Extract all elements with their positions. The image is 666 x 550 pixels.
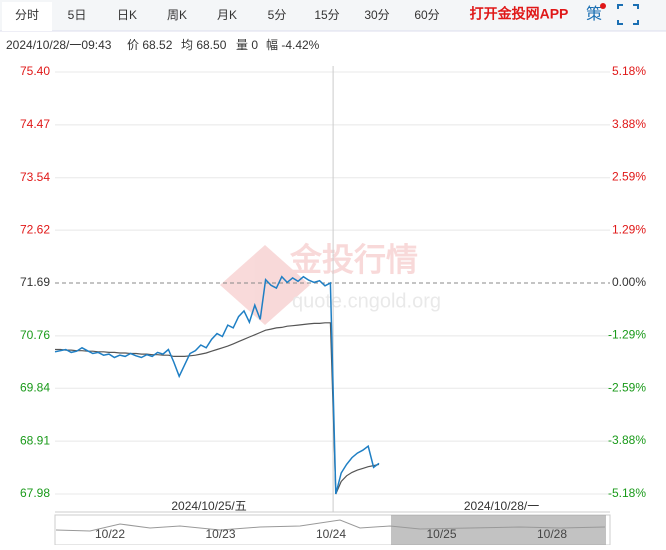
navigator-label: 10/25 — [426, 527, 456, 541]
y-tick-label: 68.91 — [20, 433, 50, 447]
y2-tick-label: -1.29% — [608, 328, 646, 342]
y2-tick-label: 5.18% — [612, 64, 646, 78]
y-tick-label: 72.62 — [20, 222, 50, 236]
tab[interactable]: 5分 — [268, 8, 287, 22]
tab[interactable]: 5日 — [68, 8, 87, 22]
watermark-brand: 金投行情 — [289, 241, 418, 277]
tab[interactable]: 日K — [117, 8, 137, 22]
watermark-site: quote.cngold.org — [292, 290, 441, 312]
navigator-label: 10/24 — [316, 527, 346, 541]
tab[interactable]: 15分 — [314, 8, 339, 22]
info-price: 价 68.52 — [127, 38, 173, 52]
y-tick-label: 73.54 — [20, 170, 50, 184]
strategy-button[interactable]: 策 — [586, 5, 602, 23]
navigator-label: 10/22 — [95, 527, 125, 541]
y2-tick-label: -5.18% — [608, 486, 646, 500]
info-datetime: 2024/10/28/一09:43 — [6, 38, 112, 52]
y2-tick-label: 3.88% — [612, 117, 646, 131]
y2-tick-label: 2.59% — [612, 170, 646, 184]
y-tick-label: 71.69 — [20, 275, 50, 289]
info-change: 幅 -4.42% — [266, 37, 320, 52]
price-line — [54, 275, 380, 495]
y-tick-label: 75.40 — [20, 64, 50, 78]
navigator-window[interactable] — [391, 515, 606, 545]
y-tick-label: 67.98 — [20, 486, 50, 500]
notice-dot — [600, 3, 606, 9]
fullscreen-button[interactable] — [617, 4, 639, 25]
tab[interactable]: 分时 — [15, 8, 39, 22]
y2-tick-label: 0.00% — [612, 275, 646, 289]
info-avg: 均 68.50 — [181, 38, 227, 52]
y2-tick-label: 1.29% — [612, 223, 646, 237]
session-label: 2024/10/28/一 — [464, 499, 539, 513]
y2-tick-label: -3.88% — [608, 433, 646, 447]
tab[interactable]: 60分 — [414, 8, 439, 22]
tab-bar — [0, 0, 666, 31]
tab[interactable]: 周K — [167, 8, 187, 22]
average-line — [55, 322, 380, 495]
y-tick-label: 70.76 — [20, 328, 50, 342]
tab[interactable]: 月K — [217, 8, 237, 22]
app-link[interactable]: 打开金投网APP — [470, 6, 569, 22]
y-tick-label: 74.47 — [20, 117, 50, 131]
y-tick-label: 69.84 — [20, 380, 50, 394]
navigator-label: 10/23 — [205, 527, 235, 541]
info-volume: 量 0 — [236, 38, 258, 52]
tab[interactable]: 30分 — [364, 8, 389, 22]
navigator-label: 10/28 — [537, 527, 567, 541]
tab-active — [2, 2, 52, 31]
navigator-line — [55, 519, 606, 532]
session-label: 2024/10/25/五 — [171, 499, 246, 513]
y2-tick-label: -2.59% — [608, 381, 646, 395]
